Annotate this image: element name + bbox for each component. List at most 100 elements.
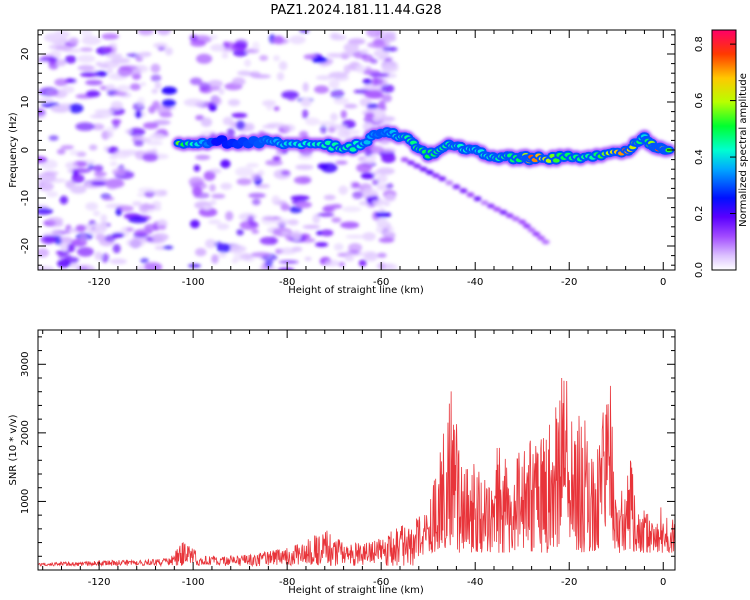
heatmap-noise-cell xyxy=(46,191,59,198)
heatmap-noise-cell xyxy=(299,30,310,34)
heatmap-noise-cell xyxy=(116,84,131,92)
heatmap-noise-cell xyxy=(150,74,162,82)
y-tick-label: 2000 xyxy=(20,420,31,445)
heatmap-noise-cell xyxy=(290,195,310,201)
heatmap-noise-cell xyxy=(85,79,103,86)
heatmap-noise-cell xyxy=(384,193,396,202)
heatmap-noise-cell xyxy=(112,119,120,129)
heatmap-noise-cell xyxy=(161,99,176,108)
heatmap-noise-cell xyxy=(207,79,223,88)
colorbar-tick-label: 0.6 xyxy=(694,93,705,109)
spectrogram-xlabel: Height of straight line (km) xyxy=(288,285,424,296)
heatmap-track-core xyxy=(552,158,560,163)
heatmap-noise-cell xyxy=(193,164,201,172)
heatmap-noise-cell xyxy=(109,258,128,265)
heatmap-noise-cell xyxy=(235,166,254,177)
heatmap-noise-cell xyxy=(280,170,291,176)
heatmap-noise-cell xyxy=(330,112,338,122)
heatmap-noise-cell xyxy=(348,243,363,253)
heatmap-branch-cell xyxy=(493,206,502,212)
heatmap-noise-cell xyxy=(382,46,398,52)
heatmap-noise-cell xyxy=(199,82,211,91)
heatmap-noise-cell xyxy=(323,194,336,201)
heatmap-noise-cell xyxy=(338,261,346,267)
heatmap-noise-cell xyxy=(234,39,248,49)
heatmap-noise-cell xyxy=(133,139,144,147)
heatmap-noise-cell xyxy=(320,162,338,173)
x-tick-label: -20 xyxy=(561,277,577,288)
heatmap-noise-cell xyxy=(300,97,312,107)
heatmap-noise-cell xyxy=(126,227,134,232)
heatmap-noise-cell xyxy=(244,59,252,67)
heatmap-noise-cell xyxy=(89,144,98,151)
colorbar: 0.0 0.2 0.4 0.6 0.8 Normalized spectral ampl… xyxy=(694,29,749,278)
heatmap-noise-cell xyxy=(133,229,153,235)
heatmap-noise-cell xyxy=(72,168,91,174)
heatmap-noise-cell xyxy=(103,46,113,54)
heatmap-noise-cell xyxy=(320,124,327,134)
heatmap-noise-cell xyxy=(220,182,233,190)
heatmap-noise-cell xyxy=(211,254,219,264)
heatmap-noise-cell xyxy=(302,109,309,119)
heatmap-noise-cell xyxy=(60,145,74,150)
heatmap-noise-cell xyxy=(236,229,244,236)
heatmap-noise-cell xyxy=(48,135,59,141)
heatmap-noise-cell xyxy=(293,176,312,185)
heatmap-noise-cell xyxy=(271,195,281,205)
heatmap-noise-cell xyxy=(89,114,104,119)
heatmap-noise-cell xyxy=(333,243,344,251)
heatmap-noise-cell xyxy=(189,77,203,86)
heatmap-noise-cell xyxy=(70,185,87,194)
heatmap-noise-cell xyxy=(328,126,336,133)
heatmap-noise-cell xyxy=(278,60,288,71)
heatmap-noise-cell xyxy=(281,90,299,100)
heatmap-noise-cell xyxy=(331,34,347,41)
colorbar-ticks: 0.0 0.2 0.4 0.6 0.8 xyxy=(694,36,736,278)
heatmap-noise-cell xyxy=(318,121,336,126)
heatmap-noise-cell xyxy=(80,233,87,244)
heatmap-noise-cell xyxy=(342,206,362,213)
heatmap-noise-cell xyxy=(315,75,333,81)
heatmap-noise-cell xyxy=(374,211,392,218)
heatmap-noise-cell xyxy=(195,248,207,257)
heatmap-noise-cell xyxy=(90,181,107,186)
heatmap-noise-cell xyxy=(124,129,133,134)
heatmap-noise-cell xyxy=(377,252,387,258)
heatmap-noise-cell xyxy=(362,232,376,241)
heatmap-noise-cell xyxy=(351,182,361,189)
heatmap-noise-cell xyxy=(333,97,349,105)
heatmap-noise-cell xyxy=(250,252,271,258)
heatmap-noise-cell xyxy=(289,35,306,45)
heatmap-branch-cell xyxy=(518,219,527,225)
heatmap-noise-cell xyxy=(360,172,375,180)
heatmap-noise-cell xyxy=(362,78,372,85)
snr-ticks: -120 -100 -80 -60 -40 -20 0 1000 2000 3000 xyxy=(20,330,675,588)
heatmap-noise-cell xyxy=(364,251,378,262)
heatmap-noise-cell xyxy=(85,90,101,98)
heatmap-noise-cell xyxy=(373,49,390,58)
heatmap-branch-cell xyxy=(445,180,454,186)
heatmap-noise-cell xyxy=(315,242,329,248)
heatmap-noise-cell xyxy=(381,153,396,164)
heatmap-noise-cell xyxy=(302,224,321,229)
heatmap-noise-cell xyxy=(324,259,340,267)
heatmap-branch-cell xyxy=(541,239,550,245)
heatmap-noise-cell xyxy=(340,110,347,119)
heatmap-track-core xyxy=(349,147,357,152)
heatmap-noise-cell xyxy=(221,52,229,59)
heatmap-noise-cell xyxy=(140,257,150,264)
heatmap-noise-cell xyxy=(375,263,394,269)
heatmap-noise-cell xyxy=(344,255,354,262)
heatmap-noise-cell xyxy=(108,107,125,116)
heatmap-noise-cell xyxy=(110,100,124,111)
heatmap-noise-cell xyxy=(367,41,387,49)
heatmap-noise-cell xyxy=(146,140,163,146)
heatmap-noise-cell xyxy=(210,44,226,52)
heatmap-noise-cell xyxy=(93,171,107,177)
heatmap-branch-cell xyxy=(499,209,508,215)
heatmap-noise-cell xyxy=(233,252,246,261)
heatmap-noise-cell xyxy=(264,260,274,268)
heatmap-noise-cell xyxy=(61,242,68,252)
